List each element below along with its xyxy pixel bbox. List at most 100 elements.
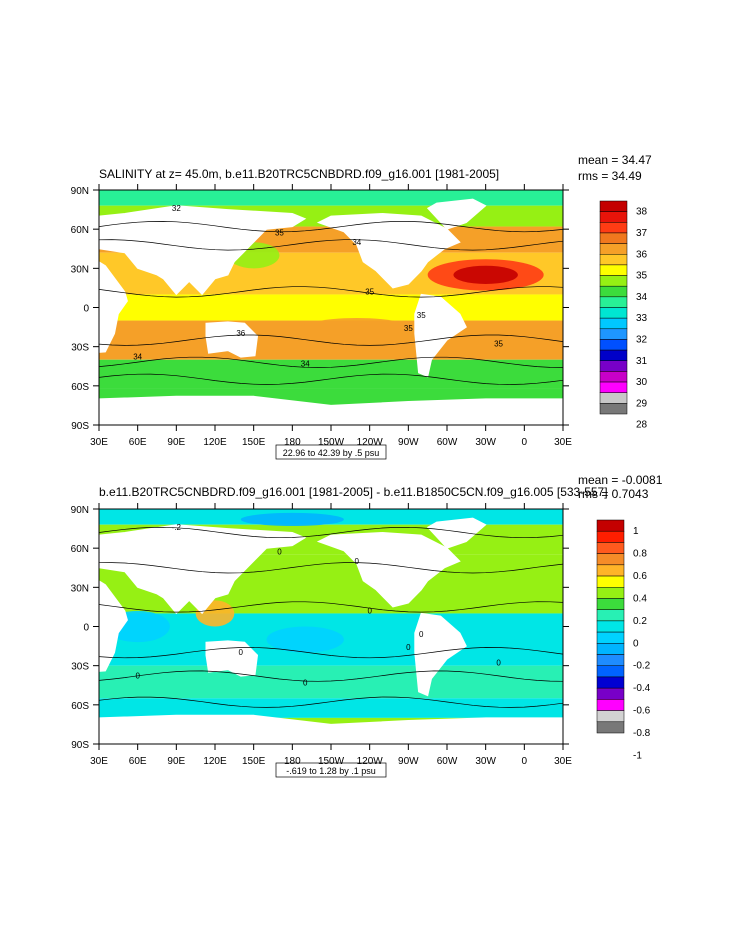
contour-line <box>99 647 563 659</box>
x-tick-label: 120W <box>357 756 384 767</box>
x-tick-label: 60W <box>437 437 458 448</box>
colorbar-swatch <box>596 575 625 588</box>
y-tick-label: 30N <box>71 583 89 594</box>
contour-label: 35 <box>365 287 374 296</box>
land-mask <box>99 714 563 744</box>
contour-line <box>99 562 563 574</box>
colorbar-label: 0 <box>633 638 639 649</box>
colorbar-swatch <box>596 721 625 734</box>
colorbar-label: 34 <box>636 292 648 303</box>
x-tick-label: 30E <box>90 756 108 767</box>
colorbar-label: 33 <box>636 313 648 324</box>
land-mask <box>205 321 259 358</box>
contour-label: 34 <box>133 353 142 362</box>
colorbar-swatch <box>596 687 625 700</box>
ocean-band <box>99 190 563 206</box>
land-mask <box>414 293 467 378</box>
colorbar-label: 31 <box>636 356 648 367</box>
colorbar-label: 0.2 <box>633 616 647 627</box>
contour-line <box>99 670 563 682</box>
colorbar-swatch <box>599 200 628 212</box>
colorbar-label: -0.4 <box>633 683 651 694</box>
land-mask <box>414 612 467 697</box>
x-tick-label: 180 <box>284 437 301 448</box>
colorbar-swatch <box>596 598 625 610</box>
rms-stat: rms = 0.7043 <box>578 487 649 501</box>
contour-label: 0 <box>367 606 372 615</box>
x-tick-label: 0 <box>522 437 528 448</box>
colorbar-label: -0.8 <box>633 728 651 739</box>
contour-line <box>99 221 563 233</box>
y-tick-label: 90N <box>71 186 89 197</box>
colorbar-label: 37 <box>636 228 648 239</box>
ocean-band <box>99 294 563 321</box>
contour-label: 0 <box>406 643 411 652</box>
colorbar-label: 1 <box>633 526 639 537</box>
colorbar-swatch <box>596 699 625 711</box>
land-mask <box>99 261 128 353</box>
colorbar-swatch <box>596 676 625 689</box>
colorbar-label: 30 <box>636 377 648 388</box>
y-tick-label: 30S <box>71 343 89 354</box>
colorbar-swatch <box>599 307 628 319</box>
x-tick-label: 180 <box>284 756 301 767</box>
x-tick-label: 90E <box>167 756 185 767</box>
x-tick-label: 30E <box>554 437 572 448</box>
y-tick-label: 60N <box>71 544 89 555</box>
colorbar-swatch <box>599 264 628 276</box>
colorbar-swatch <box>599 328 628 340</box>
x-tick-label: 60E <box>129 437 147 448</box>
contour-label: 35 <box>404 324 413 333</box>
contour-label: 0 <box>303 678 308 687</box>
land-mask <box>99 205 307 296</box>
contour-label: -.2 <box>172 523 182 532</box>
colorbar-label: 0.6 <box>633 571 647 582</box>
colorbar-swatch <box>599 243 628 255</box>
contour-label: 0 <box>135 672 140 681</box>
contour-label: 32 <box>172 204 181 213</box>
contour-line <box>99 356 563 368</box>
y-tick-label: 60S <box>71 701 89 712</box>
x-tick-label: 30E <box>90 437 108 448</box>
colorbar-swatch <box>599 371 628 383</box>
field-anomaly <box>240 512 344 526</box>
colorbar-label: 36 <box>636 249 648 260</box>
contour-range-label: -.619 to 1.28 by .1 psu <box>286 766 376 776</box>
y-tick-label: 60S <box>71 382 89 393</box>
colorbar-swatch <box>599 349 628 362</box>
colorbar-swatch <box>596 542 625 554</box>
colorbar-swatch <box>596 643 625 655</box>
colorbar-swatch <box>596 564 625 577</box>
colorbar-swatch <box>596 553 625 566</box>
x-tick-label: 90E <box>167 437 185 448</box>
colorbar-label: 28 <box>636 420 648 431</box>
contour-label: 0 <box>239 648 244 657</box>
plot-title: SALINITY at z= 45.0m, b.e11.B20TRC5CNBDR… <box>99 167 499 181</box>
rms-stat: rms = 34.49 <box>578 169 642 183</box>
y-tick-label: 0 <box>83 623 89 634</box>
colorbar-swatch <box>599 285 628 298</box>
colorbar-swatch <box>596 587 625 599</box>
ocean-band <box>99 665 563 699</box>
x-tick-label: 90W <box>398 437 419 448</box>
contour-line <box>99 286 563 298</box>
y-tick-label: 30N <box>71 264 89 275</box>
x-tick-label: 60E <box>129 756 147 767</box>
colorbar-swatch <box>599 296 628 308</box>
x-tick-label: 0 <box>522 756 528 767</box>
x-tick-label: 120W <box>357 437 384 448</box>
contour-line <box>99 334 563 346</box>
salinity-panel: 32 35 34 35 35 36 34 34 35 35 30E 60E 90E 120E 150E 180… <box>71 153 652 460</box>
x-tick-label: 30W <box>475 437 496 448</box>
map-field: 32 35 34 35 35 36 34 34 35 35 <box>99 190 563 425</box>
contour-range-label: 22.96 to 42.39 by .5 psu <box>283 448 380 458</box>
colorbar-swatch <box>596 665 625 678</box>
x-tick-label: 120E <box>203 437 227 448</box>
land-mask <box>316 212 461 289</box>
colorbar-swatch <box>596 620 625 633</box>
colorbar-label: 29 <box>636 398 648 409</box>
contour-line <box>99 373 563 385</box>
y-tick-label: 0 <box>83 304 89 315</box>
colorbar-label: 32 <box>636 334 648 345</box>
